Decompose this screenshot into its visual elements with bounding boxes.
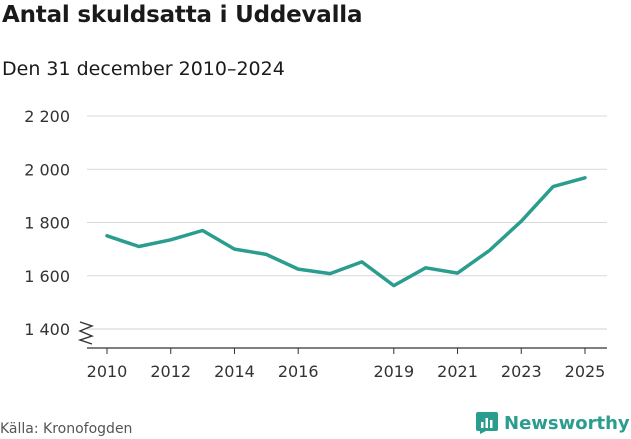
x-tick-label: 2019 — [373, 362, 414, 381]
x-tick-label: 2010 — [87, 362, 128, 381]
axis-break-icon — [77, 321, 94, 345]
y-tick-label: 1 600 — [24, 267, 70, 286]
x-tick-label: 2012 — [150, 362, 191, 381]
y-tick-label: 2 200 — [24, 107, 70, 126]
source-note: Källa: Kronofogden — [0, 421, 133, 437]
series-line — [105, 176, 587, 288]
x-tick-label: 2025 — [565, 362, 606, 381]
x-tick-label: 2023 — [501, 362, 542, 381]
brand-logo: Newsworthy — [476, 409, 630, 437]
chart-title: Antal skuldsatta i Uddevalla — [2, 2, 363, 28]
x-tick-label: 2014 — [214, 362, 255, 381]
chart-subtitle: Den 31 december 2010–2024 — [2, 58, 285, 80]
y-tick-label: 1 800 — [24, 214, 70, 233]
newsworthy-logo-icon — [476, 412, 498, 434]
x-tick-label: 2016 — [278, 362, 319, 381]
y-tick-label: 2 000 — [24, 160, 70, 179]
x-tick-label: 2021 — [437, 362, 478, 381]
brand-name: Newsworthy — [504, 412, 630, 434]
y-tick-label: 1 400 — [24, 320, 70, 339]
